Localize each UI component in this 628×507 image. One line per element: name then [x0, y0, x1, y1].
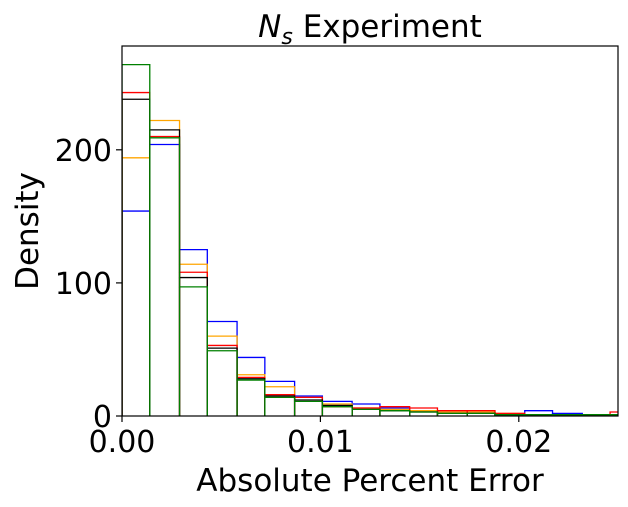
- y-axis-label: Density: [10, 172, 46, 290]
- x-tick-label: 0.01: [287, 425, 354, 460]
- histogram-series-5: [122, 63, 618, 416]
- chart-title-main: N: [258, 9, 281, 45]
- chart-title: Ns Experiment: [258, 9, 482, 50]
- y-tick-label: 0: [93, 400, 112, 435]
- x-axis-label: Absolute Percent Error: [196, 463, 544, 499]
- chart-title-rest: Experiment: [293, 9, 482, 45]
- x-tick-label: 0.02: [485, 425, 552, 460]
- histogram-series-1: [122, 143, 618, 416]
- x-axis-ticks: 0.00 0.01 0.02: [89, 416, 552, 460]
- y-tick-label: 100: [55, 267, 112, 302]
- y-tick-label: 200: [55, 134, 112, 169]
- chart-title-subscript: s: [281, 25, 292, 50]
- plot-area-frame: [121, 45, 619, 417]
- histogram-series: [122, 63, 618, 416]
- x-tick-label: 0.00: [89, 425, 156, 460]
- y-axis-ticks: 0 100 200: [55, 134, 122, 435]
